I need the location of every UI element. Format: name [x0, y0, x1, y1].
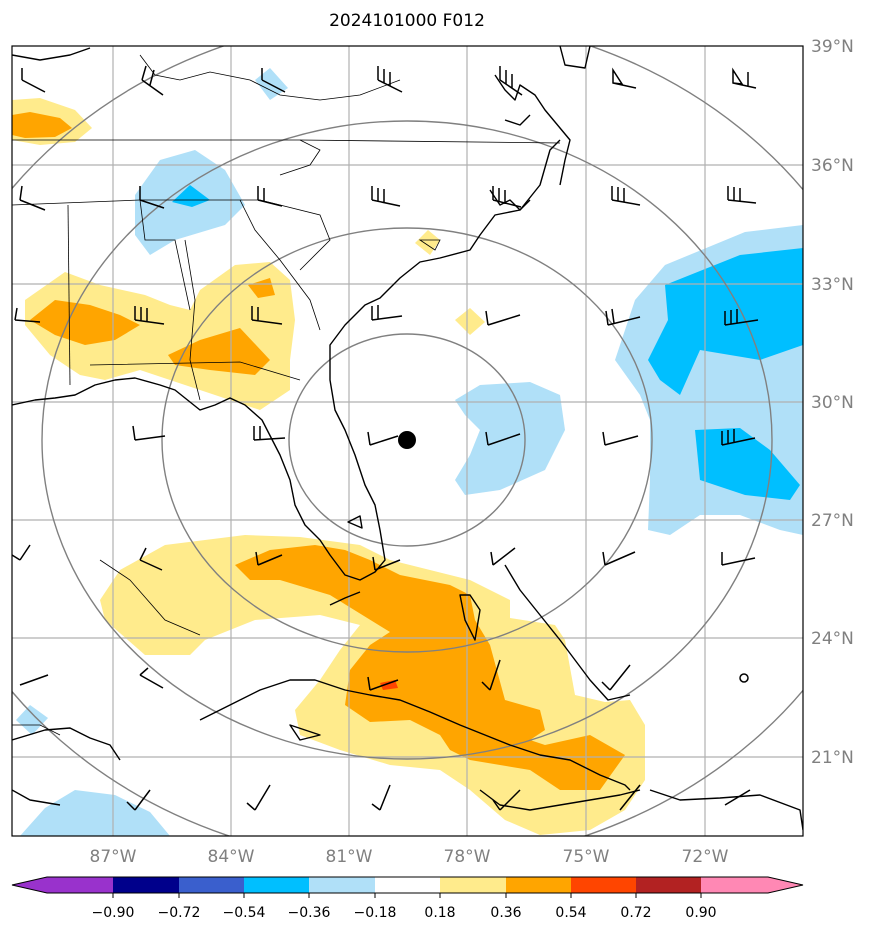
lon-label: 78°W	[444, 847, 491, 867]
blue-field	[172, 185, 210, 207]
colorbar-ticks	[112, 893, 702, 898]
lat-label: 39°N	[811, 37, 854, 57]
colorbar-segment	[113, 877, 179, 893]
light-blue-field	[16, 705, 48, 735]
light-blue-field	[20, 790, 170, 836]
light-blue-field	[255, 68, 288, 100]
calm-wind-marker	[739, 673, 749, 683]
light-blue-field	[455, 382, 565, 495]
light-yellow-field	[455, 308, 485, 335]
orange-field	[12, 122, 22, 132]
colorbar-segment	[636, 877, 701, 893]
lat-label: 21°N	[811, 748, 854, 768]
colorbar-segment	[701, 877, 803, 893]
colorbar-tick-label: 0.36	[490, 905, 521, 921]
colorbar: −0.90 −0.72 −0.54 −0.36 −0.18 0.18 0.36 …	[11, 876, 804, 921]
shaded-fields	[12, 68, 803, 836]
orange-field	[248, 278, 275, 298]
lat-label: 36°N	[811, 156, 854, 176]
red-orange-field	[380, 680, 398, 690]
colorbar-tick-label: −0.90	[92, 905, 135, 921]
lon-label: 81°W	[326, 847, 373, 867]
colorbar-tick-label: −0.54	[223, 905, 266, 921]
coastlines	[12, 46, 803, 831]
storm-center-marker	[398, 431, 416, 449]
light-yellow-field	[25, 262, 295, 410]
colorbar-segment	[179, 877, 244, 893]
map-area	[12, 46, 803, 836]
wind-barbs	[12, 65, 759, 811]
colorbar-tick-label: 0.54	[555, 905, 586, 921]
colorbar-tick-label: 0.18	[424, 905, 455, 921]
range-rings	[12, 46, 803, 836]
colorbar-segment	[244, 877, 309, 893]
lat-label: 30°N	[811, 393, 854, 413]
colorbar-segment	[571, 877, 636, 893]
colorbar-segment	[12, 877, 113, 893]
colorbar-outline	[11, 876, 804, 894]
colorbar-segment	[440, 877, 506, 893]
map-frame	[11, 45, 804, 837]
latitude-labels: 39°N 36°N 33°N 30°N 27°N 24°N 21°N	[811, 37, 854, 768]
colorbar-segment	[309, 877, 375, 893]
colorbar-segment	[506, 877, 571, 893]
lat-label: 24°N	[811, 629, 854, 649]
lat-label: 33°N	[811, 275, 854, 295]
orange-field	[235, 545, 625, 790]
map-title: 2024101000 F012	[329, 11, 485, 31]
light-yellow-field	[415, 230, 440, 255]
borders	[12, 54, 561, 736]
lon-label: 87°W	[90, 847, 137, 867]
colorbar-tick-label: −0.36	[288, 905, 331, 921]
colorbar-tick-label: −0.18	[354, 905, 397, 921]
colorbar-tick-label: −0.72	[158, 905, 201, 921]
blue-field	[695, 428, 800, 500]
lon-label: 72°W	[682, 847, 729, 867]
colorbar-segment	[375, 877, 440, 893]
lon-label: 75°W	[563, 847, 610, 867]
longitude-labels: 87°W 84°W 81°W 78°W 75°W 72°W	[90, 847, 729, 867]
colorbar-tick-label: 0.72	[620, 905, 651, 921]
colorbar-tick-label: 0.90	[685, 905, 716, 921]
orange-field	[12, 112, 72, 138]
lon-label: 84°W	[208, 847, 255, 867]
lat-label: 27°N	[811, 511, 854, 531]
